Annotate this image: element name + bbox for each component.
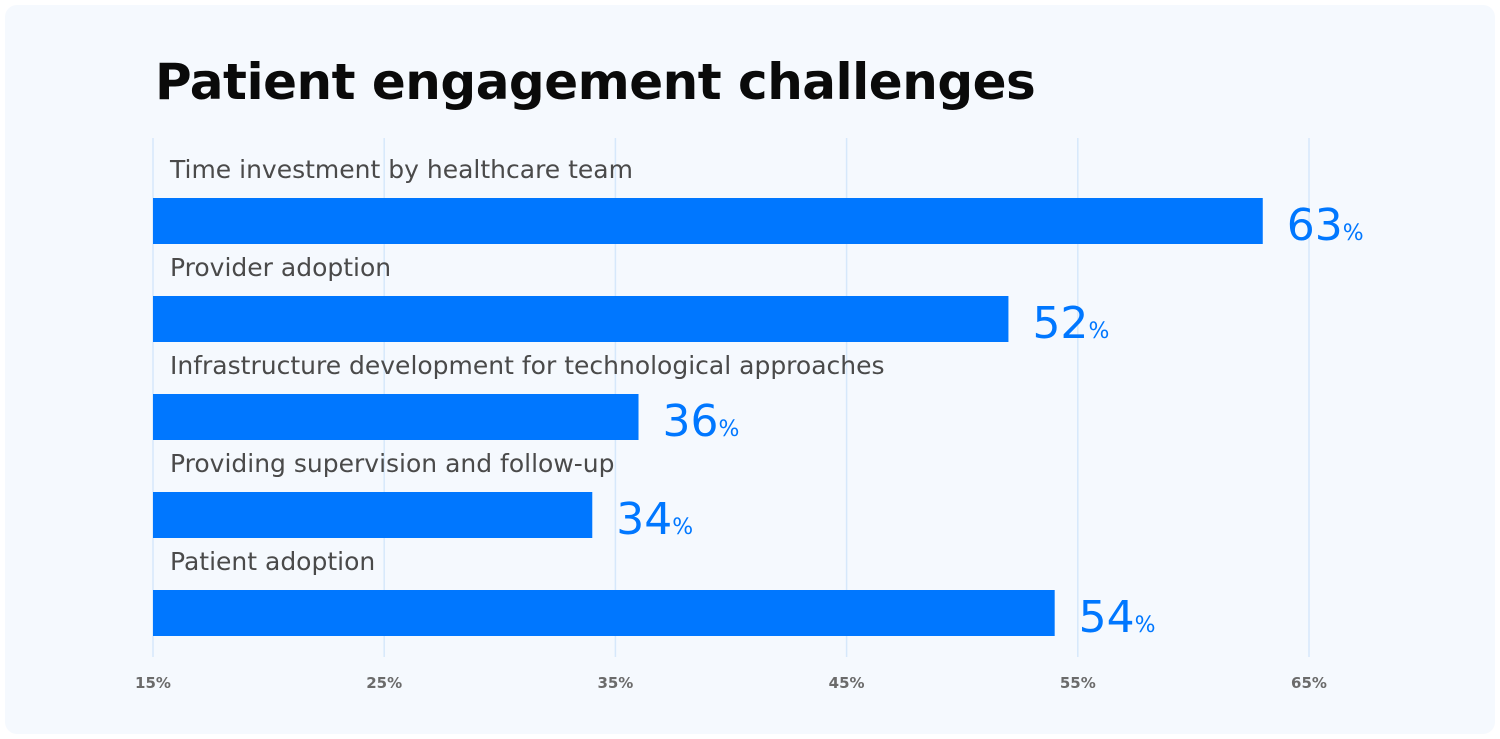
category-label: Providing supervision and follow-up bbox=[170, 449, 615, 478]
bar bbox=[153, 590, 1055, 636]
value-number: 54 bbox=[1079, 592, 1135, 643]
x-tick-label: 25% bbox=[366, 674, 402, 692]
value-label: 63% bbox=[1287, 200, 1364, 251]
category-label: Infrastructure development for technolog… bbox=[170, 351, 885, 380]
value-number: 34 bbox=[616, 494, 672, 545]
value-suffix: % bbox=[1135, 613, 1156, 638]
category-label: Provider adoption bbox=[170, 253, 391, 282]
category-label: Time investment by healthcare team bbox=[169, 155, 633, 184]
value-label: 36% bbox=[663, 396, 740, 447]
value-label: 34% bbox=[616, 494, 693, 545]
value-number: 36 bbox=[663, 396, 719, 447]
value-suffix: % bbox=[1088, 319, 1109, 344]
value-suffix: % bbox=[1343, 221, 1364, 246]
value-number: 63 bbox=[1287, 200, 1343, 251]
x-tick-label: 35% bbox=[597, 674, 633, 692]
x-tick-label: 55% bbox=[1060, 674, 1096, 692]
value-label: 54% bbox=[1079, 592, 1156, 643]
category-label: Patient adoption bbox=[170, 547, 375, 576]
x-tick-label: 65% bbox=[1291, 674, 1327, 692]
bar bbox=[153, 394, 639, 440]
x-tick-label: 45% bbox=[829, 674, 865, 692]
bar bbox=[153, 296, 1009, 342]
value-suffix: % bbox=[719, 417, 740, 442]
bar bbox=[153, 198, 1263, 244]
value-label: 52% bbox=[1032, 298, 1109, 349]
value-suffix: % bbox=[672, 515, 693, 540]
bar bbox=[153, 492, 593, 538]
chart-title: Patient engagement challenges bbox=[155, 53, 1036, 111]
value-number: 52 bbox=[1032, 298, 1088, 349]
x-tick-label: 15% bbox=[135, 674, 171, 692]
